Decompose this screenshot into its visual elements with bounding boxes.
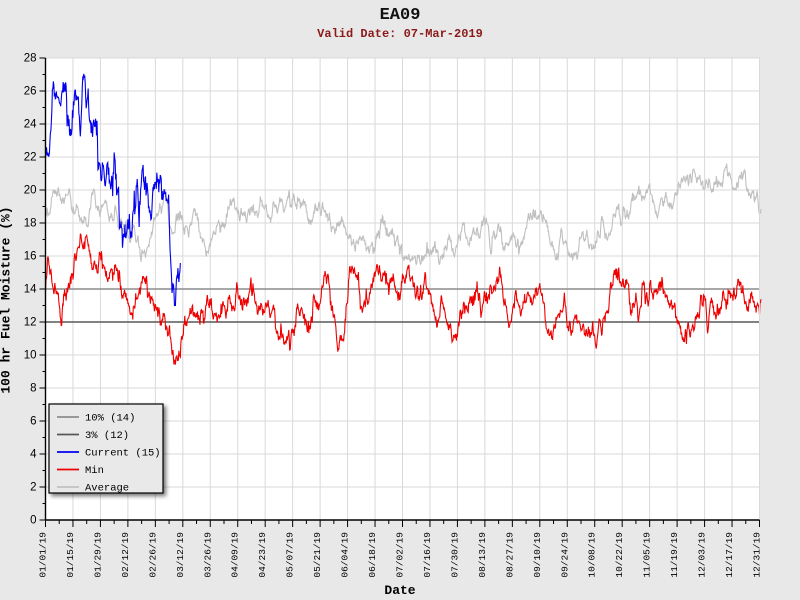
svg-text:09/24/19: 09/24/19: [559, 532, 570, 578]
svg-text:12/31/19: 12/31/19: [752, 532, 763, 578]
svg-text:03/26/19: 03/26/19: [202, 532, 213, 578]
svg-text:10/08/19: 10/08/19: [587, 532, 598, 578]
svg-text:16: 16: [24, 251, 37, 263]
svg-text:10: 10: [24, 350, 37, 362]
svg-text:05/07/19: 05/07/19: [285, 532, 296, 578]
svg-text:12/03/19: 12/03/19: [697, 532, 708, 578]
svg-text:4: 4: [30, 449, 37, 461]
svg-text:10% (14): 10% (14): [85, 413, 135, 425]
svg-text:24: 24: [24, 119, 37, 131]
svg-text:2: 2: [30, 482, 36, 494]
svg-text:8: 8: [30, 383, 36, 395]
svg-text:6: 6: [30, 416, 36, 428]
svg-text:20: 20: [24, 185, 37, 197]
svg-text:22: 22: [24, 152, 37, 164]
svg-text:01/01/19: 01/01/19: [38, 532, 49, 578]
svg-text:06/18/19: 06/18/19: [367, 532, 378, 578]
svg-text:12/17/19: 12/17/19: [724, 532, 735, 578]
svg-text:26: 26: [24, 86, 37, 98]
svg-text:07/02/19: 07/02/19: [395, 532, 406, 578]
svg-text:09/10/19: 09/10/19: [532, 532, 543, 578]
svg-text:08/27/19: 08/27/19: [504, 532, 515, 578]
svg-text:02/12/19: 02/12/19: [120, 532, 131, 578]
svg-text:10/22/19: 10/22/19: [614, 532, 625, 578]
svg-text:12: 12: [24, 317, 37, 329]
svg-text:05/21/19: 05/21/19: [312, 532, 323, 578]
svg-text:Current (15): Current (15): [85, 448, 161, 460]
svg-text:07/16/19: 07/16/19: [422, 532, 433, 578]
svg-text:11/05/19: 11/05/19: [642, 532, 653, 578]
svg-text:Min: Min: [85, 465, 104, 477]
svg-text:18: 18: [24, 218, 37, 230]
svg-text:08/13/19: 08/13/19: [477, 532, 488, 578]
svg-text:14: 14: [24, 284, 37, 296]
svg-text:01/15/19: 01/15/19: [65, 532, 76, 578]
svg-text:04/23/19: 04/23/19: [257, 532, 268, 578]
svg-text:Average: Average: [85, 483, 129, 495]
svg-text:06/04/19: 06/04/19: [340, 532, 351, 578]
svg-text:07/30/19: 07/30/19: [449, 532, 460, 578]
svg-text:0: 0: [30, 515, 36, 527]
svg-text:11/19/19: 11/19/19: [669, 532, 680, 578]
svg-text:02/26/19: 02/26/19: [147, 532, 158, 578]
svg-text:03/12/19: 03/12/19: [175, 532, 186, 578]
svg-text:3% (12): 3% (12): [85, 430, 129, 442]
svg-text:04/09/19: 04/09/19: [230, 532, 241, 578]
svg-text:01/29/19: 01/29/19: [92, 532, 103, 578]
svg-text:28: 28: [24, 53, 37, 65]
